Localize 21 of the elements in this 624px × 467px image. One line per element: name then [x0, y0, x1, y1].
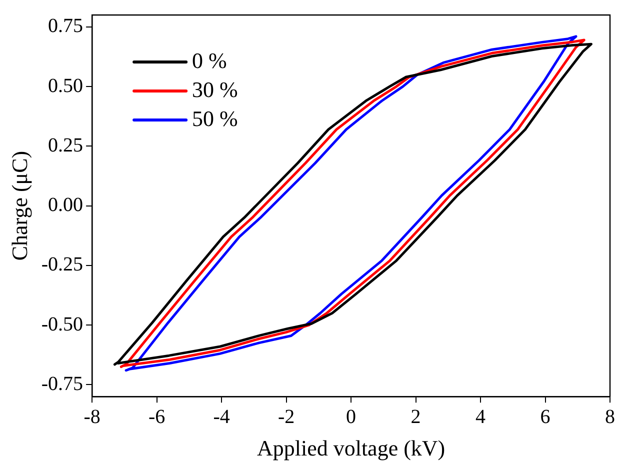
x-tick-label: 0 [346, 406, 356, 428]
y-tick-label: -0.25 [41, 254, 84, 276]
y-tick-label: 0.25 [48, 134, 84, 156]
x-tick-label: -6 [148, 406, 166, 428]
x-tick-label: 8 [605, 406, 615, 428]
x-tick-label: -4 [213, 406, 230, 428]
y-tick-label: 0.75 [48, 15, 84, 38]
y-tick-label: -0.50 [41, 313, 84, 336]
y-tick-label: 0.50 [48, 74, 84, 97]
x-tick-label: 4 [476, 406, 486, 428]
legend-label: 50 % [192, 106, 238, 131]
legend-label: 0 % [192, 48, 227, 73]
y-axis-title: Charge (μC) [6, 150, 32, 261]
x-tick-label: -8 [84, 406, 100, 428]
x-axis-title: Applied voltage (kV) [256, 436, 446, 461]
legend-label: 30 % [192, 76, 238, 102]
y-tick-label: -0.75 [41, 372, 84, 395]
x-tick-label: 2 [410, 406, 421, 428]
x-tick-label: 6 [540, 406, 550, 428]
x-tick-label: -2 [278, 406, 295, 428]
y-tick-label: 0.00 [48, 194, 84, 216]
